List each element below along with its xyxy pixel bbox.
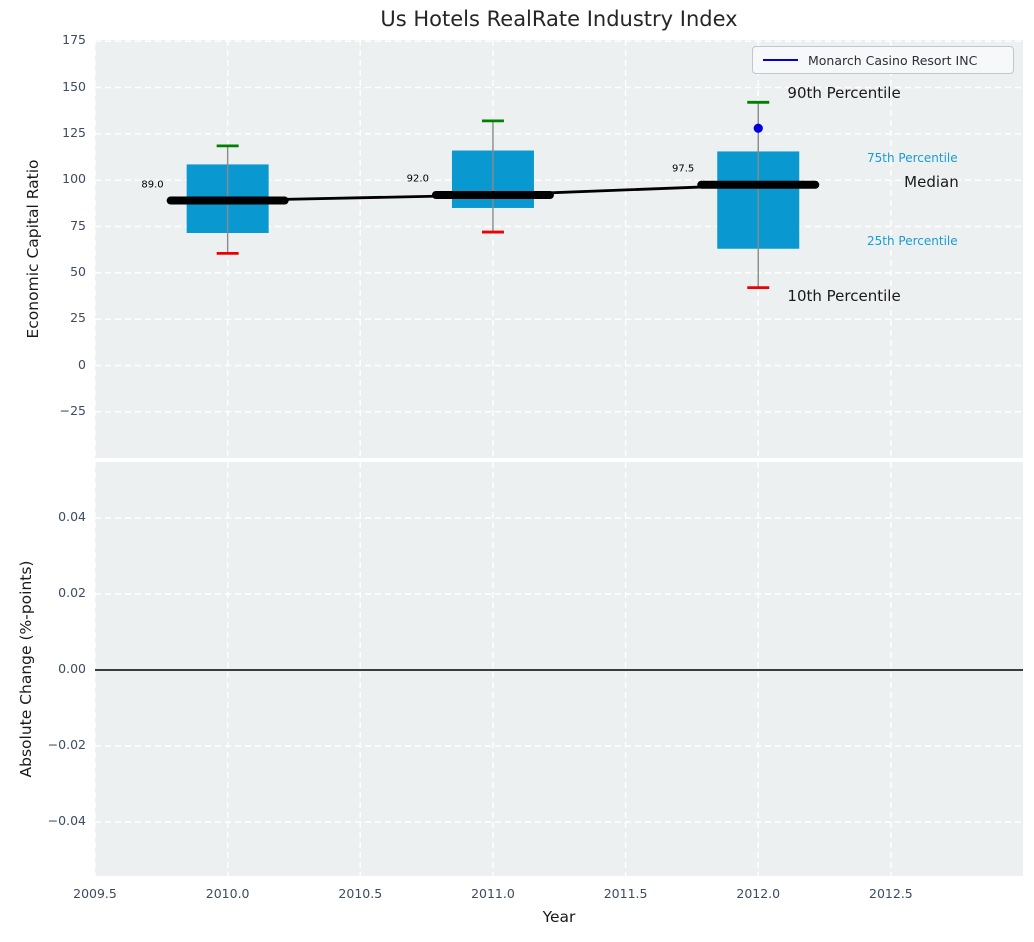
legend: Monarch Casino Resort INC (752, 46, 1014, 74)
top-plot-area (95, 40, 1023, 458)
legend-label: Monarch Casino Resort INC (808, 52, 978, 68)
company-point (753, 123, 763, 133)
bottom-plot-area (95, 462, 1023, 876)
legend-line-icon (763, 59, 798, 61)
